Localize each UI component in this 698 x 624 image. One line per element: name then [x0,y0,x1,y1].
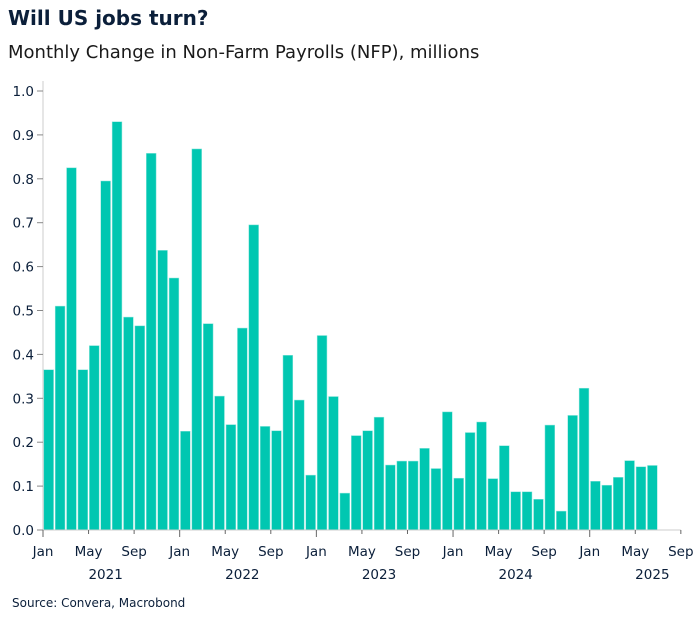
x-tick-label: Sep [121,544,146,560]
bar-2021-05 [89,345,100,531]
bar-2021-03 [66,167,77,531]
bar-2022-09 [271,430,282,531]
bar-2023-12 [442,411,453,531]
x-tick-label: Jan [168,544,190,560]
x-year-label: 2024 [499,567,533,583]
bar-2021-06 [100,180,111,531]
x-tick-label: May [348,544,376,560]
bar-2024-11 [567,415,578,531]
bar-2022-08 [259,426,271,531]
bar-2022-12 [305,474,316,531]
bar-2025-01 [590,481,601,531]
x-tick-label: Sep [395,544,420,560]
x-tick-label: May [75,544,103,560]
x-tick-label: Jan [305,544,327,560]
x-tick-label: May [211,544,239,560]
x-year-label: 2025 [635,567,669,583]
bar-2022-03 [203,323,214,531]
bar-2022-01 [180,430,191,531]
bar-2021-07 [111,121,123,531]
x-tick-label: Jan [578,544,600,560]
bar-2025-05 [635,466,647,531]
y-tick-label: 0.7 [13,216,34,232]
bar-2025-02 [601,484,612,531]
y-tick-label: 0.9 [13,128,34,144]
y-tick-label: 0.2 [13,435,34,451]
bar-2021-10 [146,153,157,531]
x-year-label: 2021 [88,567,122,583]
y-tick-label: 0.8 [13,172,34,188]
bar-2023-07 [385,464,396,531]
bar-2025-04 [624,460,635,531]
bar-2024-07 [521,491,533,531]
y-tick-label: 1.0 [13,84,34,100]
bar-2024-12 [578,387,590,531]
bar-2021-08 [123,316,134,531]
bar-2022-04 [214,395,225,531]
x-tick-label: May [621,544,649,560]
x-tick-label: Jan [32,544,54,560]
bar-2023-01 [316,335,328,531]
y-tick-label: 0.6 [13,260,34,276]
y-tick-label: 0.5 [13,304,34,320]
chart-subtitle: Monthly Change in Non-Farm Payrolls (NFP… [8,42,480,63]
bar-2023-06 [373,416,385,531]
x-tick-label: Sep [258,544,283,560]
bar-2024-10 [556,510,567,531]
bar-2023-11 [430,468,442,531]
bar-2022-07 [248,224,259,531]
y-tick-label: 0.4 [13,347,34,363]
bar-2024-03 [476,421,487,531]
bar-2024-02 [464,432,476,531]
bar-2024-04 [487,478,499,531]
bar-2021-11 [157,250,168,531]
bar-2021-02 [54,305,66,531]
x-tick-label: Sep [668,544,693,560]
bar-2025-06 [647,465,658,531]
bar-2023-04 [351,435,362,531]
y-tick-label: 0.1 [13,479,34,495]
x-tick-label: May [485,544,513,560]
bar-2024-05 [499,445,510,531]
y-tick-label: 0.3 [13,391,34,407]
x-tick-label: Sep [531,544,556,560]
bar-2021-09 [134,325,145,531]
y-tick-label: 0.0 [13,523,34,539]
bar-2024-08 [533,499,544,531]
bar-2023-10 [419,448,430,531]
bar-2022-02 [191,148,202,531]
bar-2021-04 [77,369,89,531]
bar-2023-03 [339,492,350,531]
x-tick-label: Jan [442,544,464,560]
x-year-label: 2023 [362,567,396,583]
bar-2023-05 [362,430,373,531]
bar-2022-11 [294,399,305,531]
bar-2021-01 [43,369,54,531]
bar-2022-05 [225,424,237,531]
bar-2021-12 [168,277,180,531]
chart-title: Will US jobs turn? [8,6,209,30]
source-note: Source: Convera, Macrobond [12,596,186,610]
bar-2024-09 [544,424,556,531]
bar-2024-01 [453,477,464,531]
bar-2022-10 [282,355,294,531]
bar-2022-06 [237,327,248,531]
bar-2024-06 [510,491,521,531]
x-year-label: 2022 [225,567,259,583]
bar-2023-09 [408,460,419,531]
bar-2023-08 [396,460,407,531]
bar-2023-02 [328,396,339,531]
bar-2025-03 [613,477,624,531]
